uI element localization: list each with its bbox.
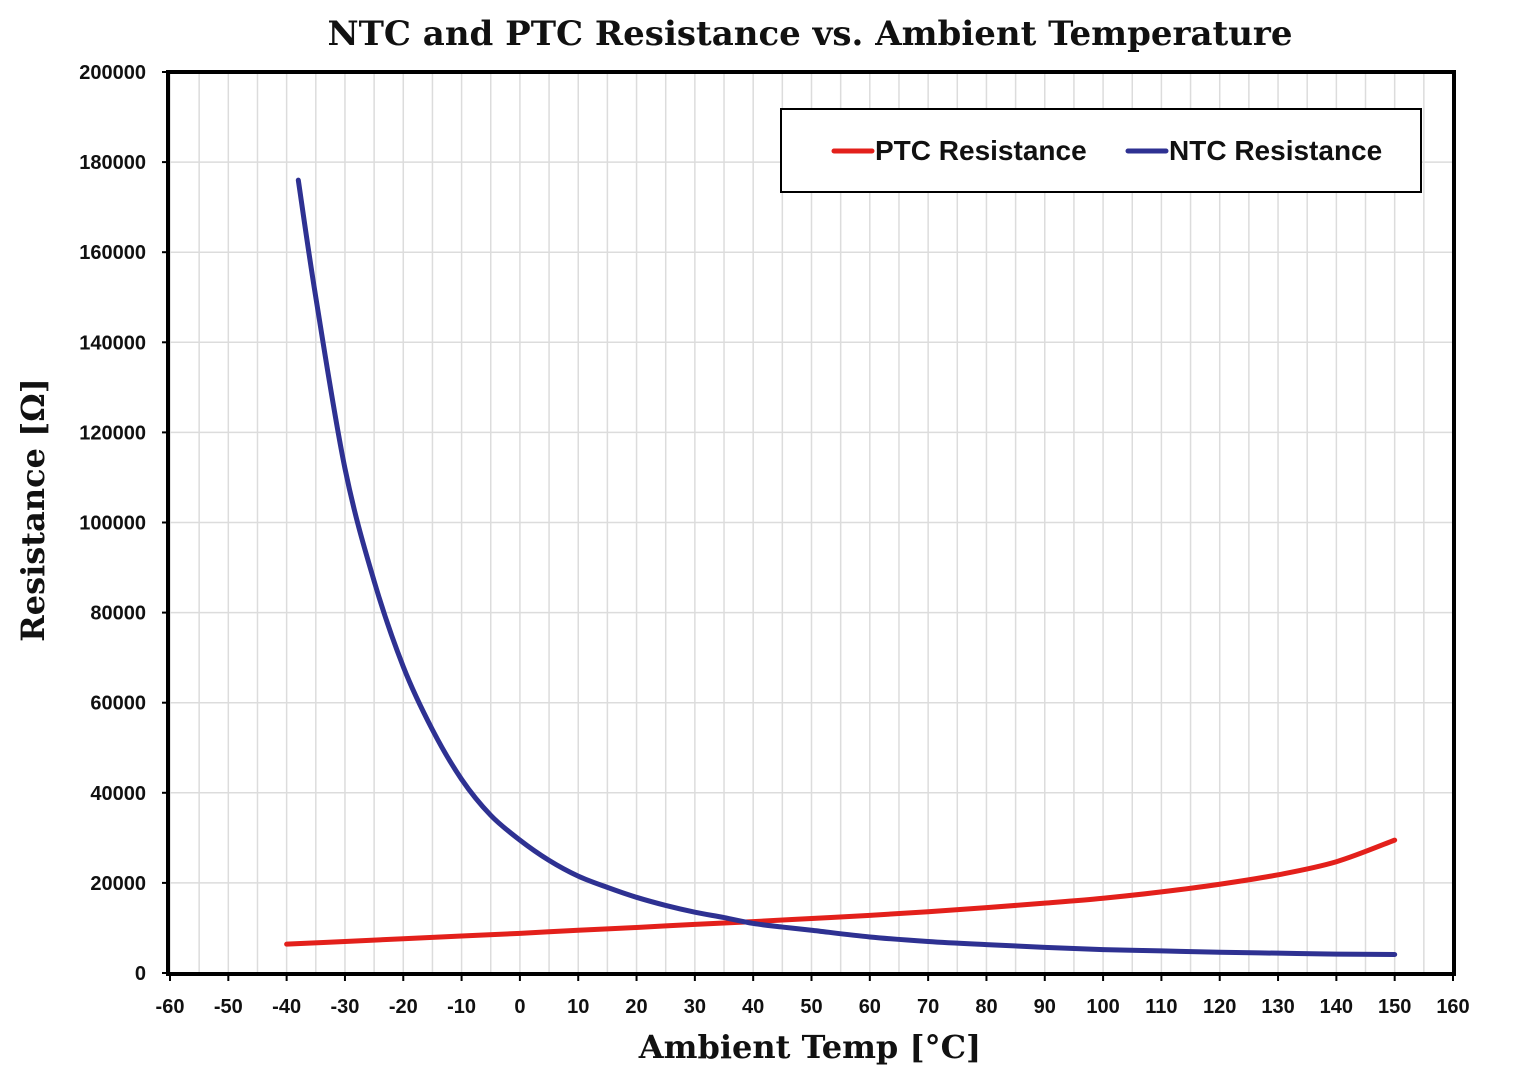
legend-box <box>780 108 1422 193</box>
x-tick-label: 160 <box>1436 996 1469 1018</box>
x-tick-label: 130 <box>1261 996 1294 1018</box>
x-tick-label: 80 <box>975 996 997 1018</box>
x-tick-label: 70 <box>917 996 939 1018</box>
x-tick-label: 10 <box>567 996 589 1018</box>
y-axis-ticks: 0 20000 40000 60000 80000 100000 120000 140000 1… <box>79 62 170 985</box>
x-tick-label: -50 <box>214 996 243 1018</box>
series-lines <box>284 177 1398 958</box>
legend-label-ntc: NTC Resistance <box>1169 135 1382 166</box>
x-tick-label: -60 <box>156 996 185 1018</box>
x-tick-label: 50 <box>800 996 822 1018</box>
legend: PTC Resistance NTC Resistance <box>780 108 1422 193</box>
x-tick-label: 20 <box>625 996 647 1018</box>
y-tick-label: 40000 <box>90 783 146 805</box>
y-tick-label: 0 <box>135 963 146 985</box>
y-tick-label: 120000 <box>79 422 146 444</box>
x-axis-title: Ambient Temp [°C] <box>638 1028 981 1066</box>
x-tick-label: -40 <box>272 996 301 1018</box>
series-line-ntc <box>295 177 1398 958</box>
x-tick-label: 150 <box>1378 996 1411 1018</box>
y-tick-label: 100000 <box>79 513 146 535</box>
x-tick-label: -10 <box>447 996 476 1018</box>
y-tick-label: 180000 <box>79 152 146 174</box>
chart-title: NTC and PTC Resistance vs. Ambient Tempe… <box>328 14 1293 54</box>
x-tick-label: 120 <box>1203 996 1236 1018</box>
y-tick-label: 80000 <box>90 603 146 625</box>
x-tick-label: -30 <box>331 996 360 1018</box>
x-tick-label: -20 <box>389 996 418 1018</box>
x-tick-label: 0 <box>514 996 525 1018</box>
y-axis-title: Resistance [Ω] <box>14 378 52 642</box>
y-tick-label: 200000 <box>79 62 146 84</box>
grid <box>169 71 1454 974</box>
y-tick-label: 160000 <box>79 242 146 264</box>
x-tick-label: 110 <box>1145 996 1177 1018</box>
x-tick-label: 100 <box>1086 996 1119 1018</box>
x-tick-label: 60 <box>859 996 881 1018</box>
series-line-ptc <box>284 837 1398 947</box>
y-tick-label: 20000 <box>90 873 146 895</box>
y-tick-label: 60000 <box>90 693 146 715</box>
x-tick-label: 40 <box>742 996 764 1018</box>
x-tick-label: 30 <box>684 996 706 1018</box>
legend-label-ptc: PTC Resistance <box>875 135 1087 166</box>
x-tick-label: 90 <box>1034 996 1056 1018</box>
x-axis-ticks: -60 -50 -40 -30 -20 -10 0 10 20 30 40 50 60 70 80 90 100… <box>156 973 1470 1018</box>
y-tick-label: 140000 <box>79 332 146 354</box>
x-tick-label: 140 <box>1320 996 1353 1018</box>
plot-frame <box>166 70 1456 976</box>
